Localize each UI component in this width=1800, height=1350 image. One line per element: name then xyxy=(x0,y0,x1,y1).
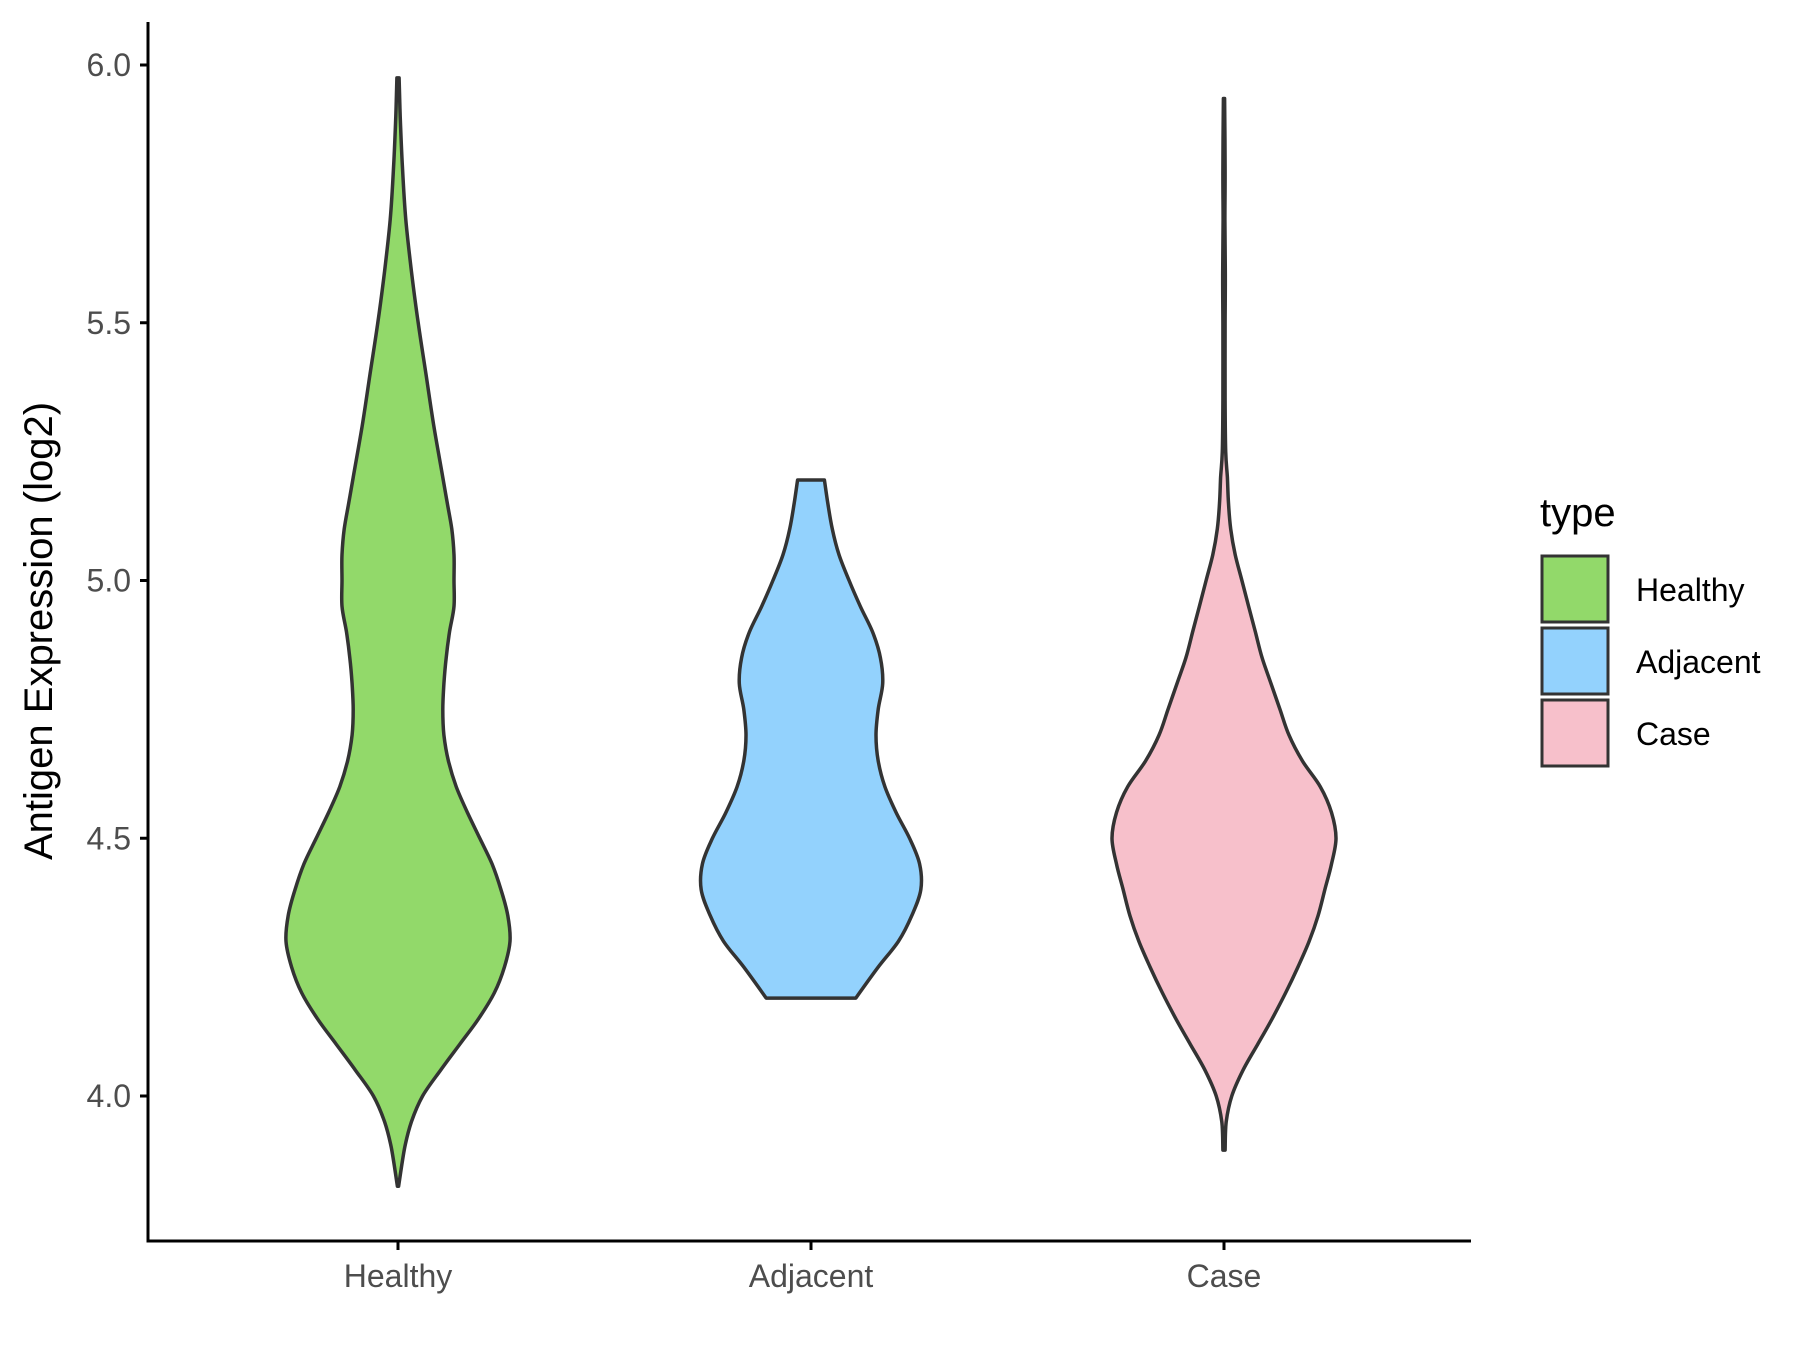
y-tick-label: 4.0 xyxy=(87,1078,131,1114)
x-tick-label-healthy: Healthy xyxy=(344,1258,453,1294)
y-tick-label: 5.5 xyxy=(87,305,131,341)
violin-healthy xyxy=(284,76,512,1188)
legend-label-case: Case xyxy=(1636,716,1711,752)
legend-items: Healthy Adjacent Case xyxy=(1540,554,1761,768)
x-tick-label-adjacent: Adjacent xyxy=(749,1258,874,1294)
y-axis-title: Antigen Expression (log2) xyxy=(17,402,61,860)
legend-swatch-adjacent xyxy=(1540,626,1610,696)
y-tick-label: 5.0 xyxy=(87,563,131,599)
legend-label-adjacent: Adjacent xyxy=(1636,644,1761,680)
y-tick-label: 4.5 xyxy=(87,820,131,856)
legend-swatch-case xyxy=(1540,698,1610,768)
legend-swatch-healthy xyxy=(1540,554,1610,624)
y-tick-label: 6.0 xyxy=(87,47,131,83)
x-tick-label-case: Case xyxy=(1187,1258,1262,1294)
violins-layer xyxy=(284,76,1338,1188)
x-axis-ticks: Healthy Adjacent Case xyxy=(344,1241,1262,1294)
legend-label-healthy: Healthy xyxy=(1636,572,1745,608)
y-axis-ticks: 4.0 4.5 5.0 5.5 6.0 xyxy=(87,47,148,1114)
legend-title: type xyxy=(1540,491,1616,535)
legend: type Healthy Adjacent Case xyxy=(1540,491,1761,768)
violin-adjacent xyxy=(698,478,924,1000)
violin-case xyxy=(1110,96,1338,1152)
